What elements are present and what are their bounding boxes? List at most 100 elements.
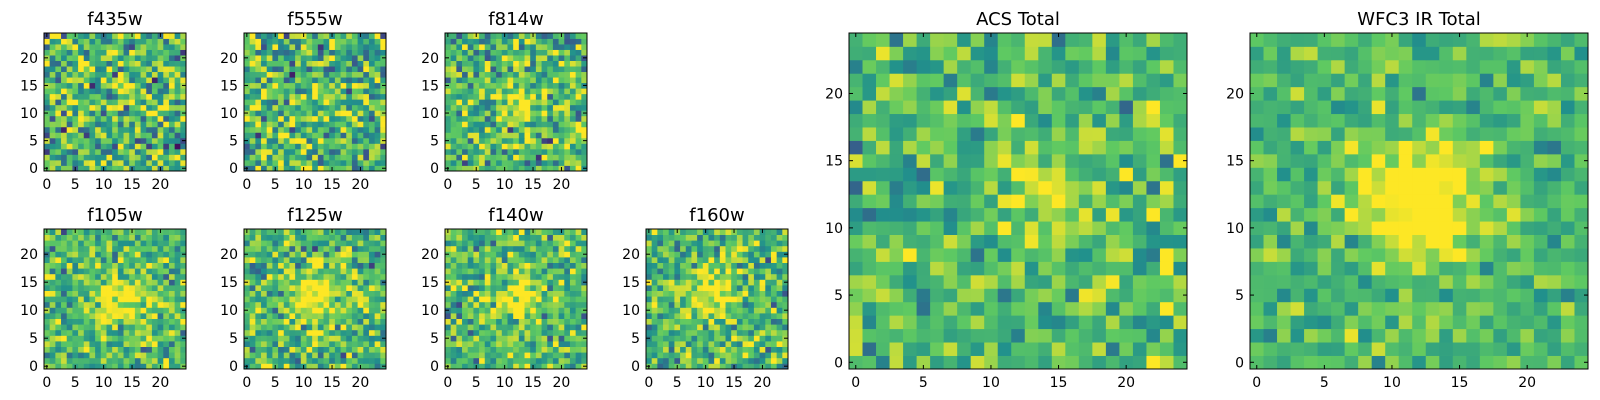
heatmap-cell <box>49 99 56 106</box>
heatmap-cell <box>581 357 588 364</box>
heatmap-cell <box>334 38 341 45</box>
heatmap-cell <box>272 148 279 155</box>
heatmap-cell <box>295 301 302 308</box>
heatmap-cell <box>943 234 958 249</box>
heatmap-cell <box>558 313 565 319</box>
heatmap-cell <box>765 229 772 235</box>
heatmap-cell <box>742 329 749 336</box>
heatmap-cell <box>129 154 136 161</box>
heatmap-cell <box>123 49 130 56</box>
heatmap-cell <box>708 290 715 297</box>
heatmap-cell <box>266 268 273 275</box>
heatmap-cell <box>685 240 692 247</box>
heatmap-cell <box>300 137 307 144</box>
heatmap-cell <box>930 274 945 289</box>
heatmap-cell <box>736 285 743 291</box>
heatmap-cell <box>456 262 463 269</box>
heatmap-cell <box>283 137 290 144</box>
heatmap-cell <box>168 285 176 291</box>
heatmap-cell <box>244 38 251 45</box>
heatmap-cell <box>581 301 588 308</box>
heatmap-cell <box>456 279 463 286</box>
heatmap-cell <box>300 132 307 139</box>
heatmap-cell <box>501 88 508 95</box>
heatmap-cell <box>507 159 514 166</box>
heatmap-cell <box>306 279 313 286</box>
heatmap-cell <box>862 342 877 356</box>
heatmap-cell <box>957 342 972 356</box>
heatmap-cell <box>157 93 164 100</box>
heatmap-cell <box>450 55 457 61</box>
heatmap-cell <box>174 313 181 319</box>
heatmap-cell <box>496 60 503 67</box>
heatmap-cell <box>445 262 452 269</box>
heatmap-cell <box>112 257 119 263</box>
heatmap-cell <box>558 335 565 342</box>
heatmap-cell <box>340 104 347 111</box>
heatmap-cell <box>323 329 330 336</box>
heatmap-cell <box>748 329 755 336</box>
heatmap-cell <box>657 357 664 364</box>
heatmap-cell <box>129 115 136 122</box>
heatmap-cell <box>368 346 376 353</box>
heatmap-cell <box>575 240 582 247</box>
heatmap-cell <box>1038 315 1053 330</box>
heatmap-cell <box>180 115 187 122</box>
heatmap-cell <box>55 346 62 353</box>
heatmap-cell <box>569 257 577 263</box>
heatmap-cell <box>340 285 347 291</box>
heatmap-cell <box>714 341 721 347</box>
heatmap-cell <box>272 341 279 347</box>
heatmap-cell <box>473 257 480 263</box>
heatmap-cell <box>317 137 324 144</box>
heatmap-cell <box>289 341 296 347</box>
heatmap-cell <box>496 313 503 319</box>
heatmap-cell <box>61 104 68 111</box>
heatmap-cell <box>61 159 68 166</box>
heatmap-cell <box>306 60 313 67</box>
heatmap-cell <box>317 268 324 275</box>
heatmap-cell <box>357 126 364 133</box>
heatmap-cell <box>363 126 370 133</box>
heatmap-cell <box>541 279 548 286</box>
heatmap-cell <box>479 66 486 73</box>
heatmap-cell <box>518 110 525 117</box>
heatmap-cell <box>351 93 358 100</box>
heatmap-cell <box>674 307 681 314</box>
heatmap-cell <box>140 240 147 247</box>
heatmap-cell <box>49 143 56 150</box>
heatmap-cell <box>151 251 158 258</box>
heatmap-cell <box>266 357 273 364</box>
heatmap-cell <box>535 44 542 50</box>
heatmap-cell <box>374 143 381 150</box>
heatmap-cell <box>123 245 130 252</box>
heatmap-cell <box>49 66 56 73</box>
heatmap-cell <box>357 318 364 325</box>
heatmap-cell <box>368 121 376 128</box>
heatmap-cell <box>89 290 96 297</box>
heatmap-cell <box>930 342 945 356</box>
heatmap-cell <box>916 180 931 195</box>
heatmap-cell <box>163 363 170 370</box>
heatmap-cell <box>334 234 341 241</box>
heatmap-cell <box>180 229 187 235</box>
heatmap-cell <box>283 115 290 122</box>
heatmap-cell <box>323 296 330 303</box>
heatmap-cell <box>374 229 381 235</box>
heatmap-cell <box>323 273 330 280</box>
heatmap-cell <box>306 251 313 258</box>
heatmap-cell <box>501 329 508 336</box>
heatmap-cell <box>129 49 136 56</box>
heatmap-cell <box>1011 288 1026 303</box>
heatmap-cell <box>266 307 273 314</box>
heatmap-cell <box>323 88 330 95</box>
heatmap-cell <box>374 44 381 50</box>
heatmap-cell <box>467 318 474 325</box>
heatmap-cell <box>346 148 353 155</box>
heatmap-cell <box>374 148 381 155</box>
heatmap-cell <box>552 132 559 139</box>
heatmap-cell <box>668 307 675 314</box>
heatmap-cell <box>55 38 62 45</box>
heatmap-cell <box>255 363 262 370</box>
heatmap-cell <box>456 60 463 67</box>
